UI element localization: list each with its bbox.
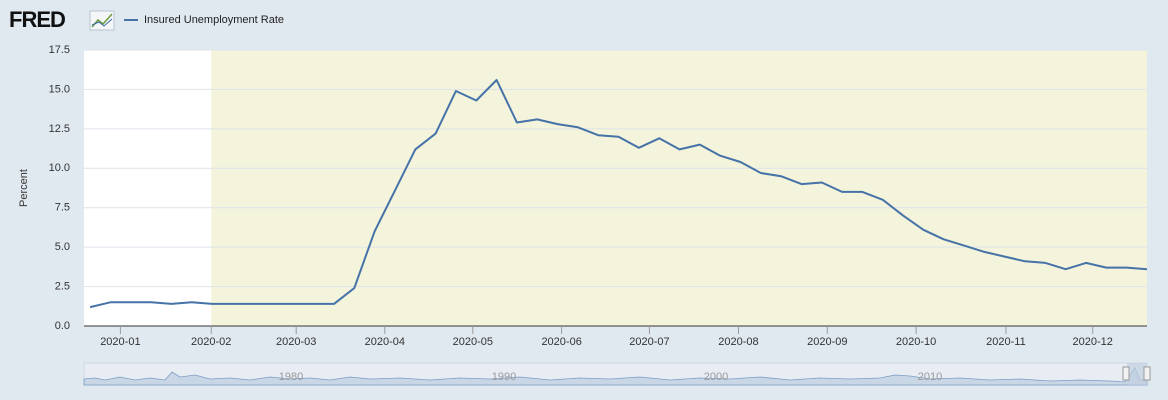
x-tick-label: 2020-12: [1073, 336, 1113, 348]
x-tick-label: 2020-02: [191, 336, 231, 348]
data-line: [89, 79, 1148, 309]
y-tick-label: 15.0: [49, 83, 70, 95]
y-tick-label: 0.0: [55, 320, 70, 332]
x-tick-label: 2020-05: [453, 336, 493, 348]
x-tick-label: 2020-06: [541, 336, 581, 348]
x-tick-label: 2020-07: [629, 336, 669, 348]
y-axis-label: Percent: [18, 169, 30, 207]
navigator: 1980 1990 2000 2010: [83, 362, 1151, 386]
x-tick-label: 2020-09: [807, 336, 847, 348]
x-tick-label: 2020-04: [365, 336, 405, 348]
y-tick-label: 5.0: [55, 241, 70, 253]
y-tick-label: 10.0: [49, 162, 70, 174]
recession-shading: [211, 50, 1147, 326]
y-tick-label: 7.5: [55, 202, 70, 214]
logo-icon: [89, 10, 115, 31]
navigator-label: 2000: [704, 371, 728, 383]
x-tick-label: 2020-11: [986, 336, 1026, 348]
x-tick-label: 2020-08: [718, 336, 758, 348]
logo: FRED: [9, 7, 65, 32]
x-tick-label: 2020-10: [896, 336, 936, 348]
x-tick-label: 2020-03: [276, 336, 316, 348]
legend-label: Insured Unemployment Rate: [144, 14, 284, 26]
y-tick-label: 17.5: [49, 44, 70, 56]
navigator-label: 1990: [492, 371, 516, 383]
y-tick-label: 12.5: [49, 123, 70, 135]
navigator-label: 2010: [918, 371, 942, 383]
x-tick-label: 2020-01: [100, 336, 140, 348]
navigator-label: 1980: [279, 371, 303, 383]
plot-area: [84, 49, 1148, 327]
y-tick-label: 2.5: [55, 280, 70, 292]
